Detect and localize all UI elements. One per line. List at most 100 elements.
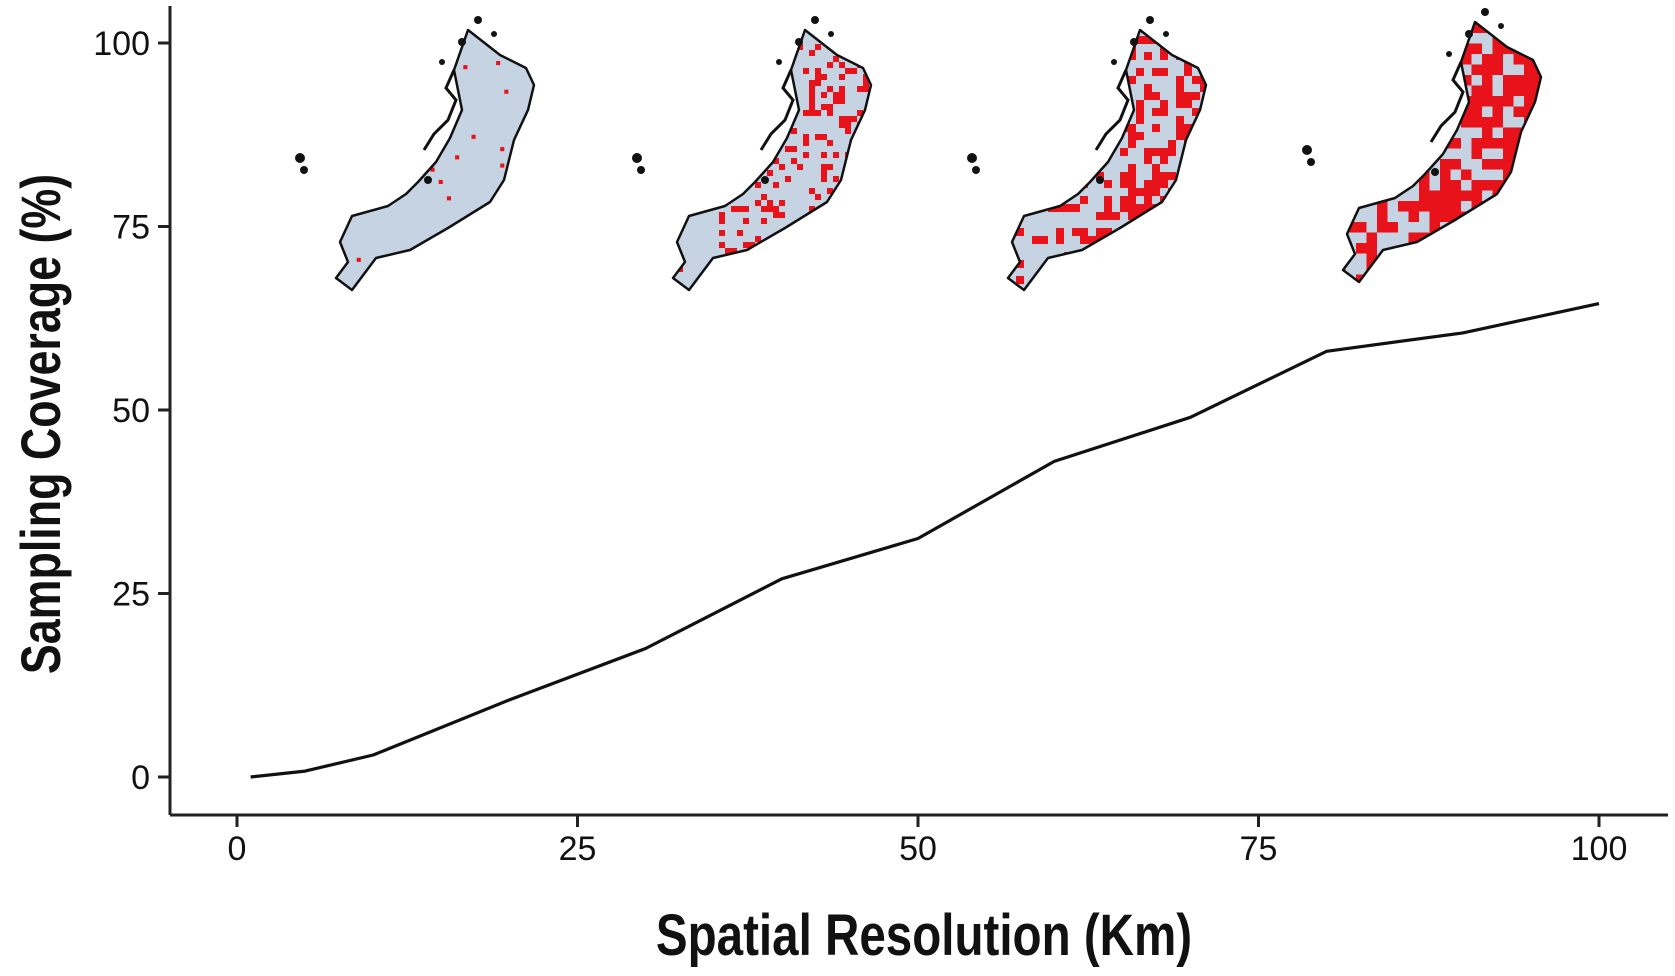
sampled-cell [875, 182, 881, 188]
sampled-cell [839, 62, 845, 68]
y-tick-label: 25 [112, 576, 150, 614]
map-island [1465, 30, 1473, 38]
sampled-cell [1080, 292, 1088, 300]
sampled-cell [1377, 75, 1388, 86]
sampled-cell [1513, 180, 1524, 191]
sampled-cell [863, 146, 869, 152]
sampled-cell [1377, 274, 1388, 282]
sampled-cell [827, 284, 833, 290]
sampled-cell [1184, 172, 1192, 180]
sampled-cell [731, 248, 737, 254]
sampled-cell [1440, 180, 1451, 191]
sampled-cell [1096, 108, 1104, 116]
sampled-cell [833, 212, 839, 218]
sampled-cell [1440, 159, 1451, 170]
sampled-cell [1192, 292, 1200, 300]
sampled-cell [1482, 96, 1493, 107]
sampled-cell [863, 218, 869, 224]
map-island [828, 31, 834, 37]
sampled-cell [476, 24, 480, 28]
map-land [336, 30, 534, 290]
sampled-cell [1208, 156, 1216, 164]
sampled-cell [1216, 220, 1224, 228]
sampled-cell [1120, 180, 1128, 188]
sampled-cell [803, 230, 809, 236]
sampled-cell [677, 68, 683, 74]
sampled-cell [1176, 228, 1184, 236]
map-island [637, 166, 645, 174]
sampled-cell [1072, 36, 1080, 44]
sampled-cell [1072, 204, 1080, 212]
sampled-cell [1128, 124, 1136, 132]
sampled-cell [785, 176, 791, 182]
sampled-cell [821, 254, 827, 260]
sampled-cell [1471, 22, 1482, 33]
sampled-cell [1128, 20, 1136, 28]
sampled-cell [815, 242, 821, 248]
sampled-cell [863, 86, 869, 92]
sampled-cell [496, 61, 501, 66]
sampled-cell [1429, 64, 1440, 75]
sampled-cell [875, 98, 881, 104]
sampled-cell [1200, 196, 1206, 204]
sampled-cell [1016, 84, 1024, 92]
sampled-cell [1152, 212, 1160, 220]
sampled-cell [1492, 243, 1503, 254]
sampled-cell [1471, 148, 1482, 159]
sampled-cell [773, 30, 779, 32]
sampled-cell [833, 284, 839, 290]
sampled-cell [1072, 84, 1080, 92]
sampled-cell [1408, 232, 1419, 243]
sampled-cell [1208, 236, 1216, 244]
sampled-cell [1461, 274, 1472, 282]
sampled-cell [1184, 124, 1192, 132]
sampled-cell [537, 291, 541, 295]
sampled-cell [1398, 264, 1409, 275]
x-axis-title: Spatial Resolution (Km) [656, 904, 1192, 969]
sampled-cell [875, 104, 881, 110]
sampled-cell [1184, 20, 1192, 28]
sampled-cell [1429, 190, 1440, 201]
sampled-cell [1429, 222, 1440, 233]
sampled-cell [1120, 268, 1128, 276]
sampled-cell [1492, 22, 1503, 23]
map-island [1163, 31, 1169, 37]
sampled-cell [875, 194, 881, 200]
sampled-cell [707, 200, 713, 206]
sampled-cell [1216, 36, 1224, 44]
sampled-cell [797, 290, 803, 296]
sampled-cell [1168, 284, 1176, 290]
sampled-cell [833, 176, 839, 182]
sampled-cell [1534, 117, 1541, 128]
sampled-cell [389, 65, 394, 70]
sampled-cell [1080, 92, 1088, 100]
map-coast-detail [1094, 69, 1130, 151]
sampled-cell [773, 182, 779, 188]
sampled-cell [875, 134, 881, 140]
sampled-cell [1503, 96, 1514, 107]
sampled-cell [1429, 211, 1440, 222]
sampled-cell [701, 122, 707, 128]
sampled-cell [1377, 201, 1388, 212]
sampled-cell [1387, 222, 1398, 233]
sampled-cell [1208, 292, 1216, 300]
sampled-cell [1072, 228, 1080, 236]
sampled-cell [767, 170, 773, 176]
sampled-cell [1216, 284, 1224, 292]
sampled-cell [1461, 117, 1472, 128]
sampled-cell [1200, 84, 1206, 92]
sampled-cell [1398, 285, 1409, 296]
sampled-cell [1136, 132, 1144, 140]
sampled-cell [881, 170, 887, 176]
sampled-cell [863, 254, 869, 260]
sampled-cell [1492, 159, 1503, 170]
sampled-cell [851, 116, 857, 122]
sampled-cell [1120, 276, 1128, 284]
sampled-cell [1440, 274, 1451, 282]
sampled-cell [1482, 211, 1493, 222]
sampled-cell [1450, 264, 1461, 275]
sampled-cell [1088, 140, 1096, 148]
sampled-cell [1471, 106, 1482, 117]
sampled-cell [1000, 52, 1008, 60]
sampled-cell [1208, 220, 1216, 228]
